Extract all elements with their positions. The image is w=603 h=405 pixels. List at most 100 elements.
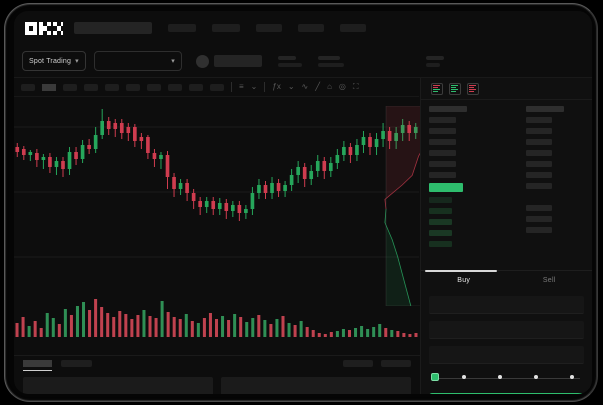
price-input[interactable] (429, 296, 584, 314)
timeframe-2[interactable] (42, 83, 56, 91)
price-chart[interactable] (14, 97, 441, 355)
okx-logo-icon[interactable] (25, 21, 63, 35)
market-info-bar: Spot Trading ▾ ▾ (14, 45, 592, 78)
ruler-icon[interactable]: ╱ (315, 82, 321, 91)
orderbook-row[interactable] (429, 172, 456, 178)
timeframe-3[interactable] (63, 83, 77, 91)
slider-stop-100[interactable] (570, 375, 574, 379)
nav-item-1[interactable] (168, 24, 196, 32)
toolbar-divider (231, 82, 232, 92)
magnet-icon[interactable]: ⌂ (327, 82, 332, 91)
slider-stop-75[interactable] (534, 375, 538, 379)
timeframe-4[interactable] (84, 83, 98, 91)
bottom-card-1[interactable] (23, 377, 213, 394)
nav-item-2[interactable] (212, 24, 240, 32)
orderbook-row[interactable] (429, 241, 452, 247)
tab-sell[interactable]: Sell (542, 277, 556, 284)
orderbook-row[interactable] (429, 208, 452, 214)
orderbook-row[interactable] (526, 227, 552, 233)
stat-volume-24h (425, 55, 444, 67)
timeframe-6[interactable] (126, 83, 140, 91)
amount-input[interactable] (429, 321, 584, 339)
orderbook-row[interactable] (526, 161, 552, 167)
orderbook-column-right (526, 106, 564, 238)
trading-mode-select[interactable]: Spot Trading ▾ (22, 51, 86, 71)
timeframe-10[interactable] (210, 83, 224, 91)
toolbar-divider (264, 82, 266, 92)
candlestick-dropdown-icon[interactable]: ⌄ (250, 82, 258, 91)
orderbook-row-gap (526, 194, 564, 200)
orderbook-row[interactable] (526, 150, 552, 156)
timeframe-1[interactable] (21, 83, 35, 91)
top-navigation-bar (14, 11, 592, 45)
active-tab-underline (425, 270, 497, 272)
orderbook-row[interactable] (526, 139, 552, 145)
coin-avatar-icon (195, 54, 209, 68)
chart-toolbar: ≡ ⌄ ƒx ⌄ ∿ ╱ ⌂ ◎ ⛶ (14, 78, 419, 97)
orderbook-mode-asks-icon[interactable] (467, 82, 479, 95)
orderbook-row[interactable] (526, 172, 552, 178)
settings-icon[interactable]: ◎ (338, 82, 346, 91)
submit-buy-button[interactable] (429, 393, 584, 394)
nav-item-4[interactable] (298, 24, 324, 32)
orderbook-spread-row[interactable] (429, 183, 463, 192)
app-screen: Spot Trading ▾ ▾ (14, 11, 592, 394)
order-form-fields (421, 290, 592, 364)
slider-handle[interactable] (431, 373, 439, 381)
orderbook-row[interactable] (526, 128, 552, 134)
active-tab-underline (23, 370, 52, 371)
slider-stop-50[interactable] (498, 375, 502, 379)
stat-last-price (277, 55, 302, 67)
search-input[interactable] (74, 22, 152, 34)
candlestick-series (14, 109, 419, 258)
orderbook-mode-switcher (421, 78, 592, 100)
orders-panel-tabs (14, 356, 420, 371)
orders-panel-cards (14, 371, 420, 394)
orderbook-row[interactable] (429, 128, 456, 134)
orderbook-row[interactable] (429, 161, 456, 167)
orderbook-mode-bids-icon[interactable] (449, 82, 461, 95)
tab-open-orders[interactable] (23, 360, 52, 367)
orderbook-row[interactable] (526, 117, 552, 123)
orderbook-row[interactable] (526, 183, 552, 189)
slider-stop-25[interactable] (462, 375, 466, 379)
stat-change-24h (317, 55, 344, 67)
indicators-dropdown-icon[interactable]: ⌄ (287, 82, 295, 91)
orderbook-row[interactable] (429, 230, 452, 236)
tab-buy[interactable]: Buy (457, 277, 471, 284)
orderbook-row[interactable] (429, 197, 452, 203)
amount-percent-slider[interactable] (431, 371, 582, 387)
fullscreen-icon[interactable]: ⛶ (352, 82, 359, 91)
candlestick-type-icon[interactable]: ≡ (239, 82, 244, 91)
tab-order-history[interactable] (61, 360, 92, 367)
orderbook-row[interactable] (429, 219, 452, 225)
orderbook-mode-both-icon[interactable] (431, 82, 443, 95)
orderbook-column-left (429, 106, 467, 252)
timeframe-8[interactable] (168, 83, 182, 91)
volume-series (15, 299, 418, 337)
orderbook-row[interactable] (429, 117, 456, 123)
chevron-down-icon: ▾ (171, 58, 175, 65)
timeframe-5[interactable] (105, 83, 119, 91)
bottom-action-2[interactable] (381, 360, 411, 367)
trendline-icon[interactable]: ∿ (301, 82, 309, 91)
orders-panel (14, 355, 420, 394)
bottom-card-2[interactable] (221, 377, 411, 394)
orderbook-row[interactable] (526, 205, 552, 211)
nav-item-5[interactable] (340, 24, 366, 32)
timeframe-9[interactable] (189, 83, 203, 91)
orderbook-body[interactable] (421, 100, 592, 270)
trading-pair-select[interactable]: ▾ (93, 51, 182, 71)
indicators-icon[interactable]: ƒx (272, 82, 281, 91)
trading-mode-label: Spot Trading (29, 57, 72, 65)
trading-pair-name (213, 55, 262, 67)
orders-panel-actions (343, 360, 411, 367)
nav-item-3[interactable] (256, 24, 282, 32)
orderbook-row[interactable] (429, 139, 456, 145)
orderbook-row[interactable] (429, 150, 456, 156)
bottom-action-1[interactable] (343, 360, 373, 367)
orderbook-row[interactable] (526, 216, 552, 222)
timeframe-7[interactable] (147, 83, 161, 91)
total-input[interactable] (429, 346, 584, 364)
